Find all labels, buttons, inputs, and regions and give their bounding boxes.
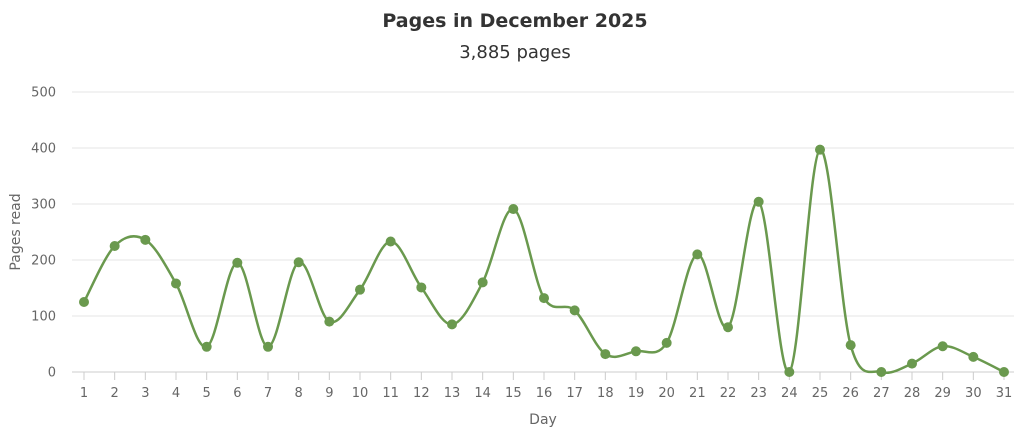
x-tick-label: 12 — [413, 386, 430, 401]
data-point[interactable] — [355, 284, 365, 295]
data-point[interactable] — [968, 351, 979, 362]
x-tick-label: 30 — [965, 386, 982, 401]
data-point[interactable] — [723, 322, 733, 333]
x-tick-label: 4 — [172, 386, 180, 401]
x-tick-label: 26 — [842, 386, 859, 401]
y-tick-label: 300 — [31, 198, 56, 213]
x-tick-label: 11 — [382, 386, 399, 401]
y-tick-label: 500 — [31, 86, 56, 101]
data-point[interactable] — [692, 249, 703, 260]
data-point[interactable] — [508, 204, 519, 215]
data-point[interactable] — [784, 367, 795, 377]
x-axis-title: Day — [529, 412, 557, 428]
data-point[interactable] — [631, 346, 641, 357]
data-point[interactable] — [109, 241, 120, 251]
x-tick-label: 31 — [996, 386, 1013, 401]
x-tick-label: 6 — [233, 386, 241, 401]
grid-lines — [72, 91, 1014, 317]
x-tick-labels: 1 2 3 4 5 6 7 8 9 10 11 12 13 14 15 16 17 18 19 20 21 22 23 24 2… — [80, 386, 1012, 401]
data-point[interactable] — [79, 297, 89, 307]
x-tick-label: 5 — [203, 386, 211, 401]
data-point[interactable] — [876, 367, 887, 377]
data-point[interactable] — [661, 337, 672, 348]
x-tick-label: 23 — [750, 386, 767, 401]
x-tick-label: 28 — [904, 386, 921, 401]
data-point[interactable] — [447, 319, 457, 330]
y-axis-title: Pages read — [8, 193, 24, 270]
data-point[interactable] — [999, 367, 1009, 377]
x-tick-label: 29 — [934, 386, 951, 401]
series-line — [82, 148, 1005, 374]
data-point[interactable] — [845, 340, 856, 351]
x-tick-label: 15 — [505, 386, 522, 401]
data-point[interactable] — [907, 358, 917, 369]
data-point[interactable] — [263, 341, 273, 352]
data-point[interactable] — [753, 196, 764, 207]
data-point[interactable] — [324, 316, 335, 327]
x-tick-label: 21 — [689, 386, 706, 401]
x-tick-label: 17 — [566, 386, 583, 401]
y-tick-label: 200 — [31, 254, 56, 269]
x-tick-label: 7 — [264, 386, 272, 401]
series-line-path — [82, 148, 1005, 374]
data-point[interactable] — [385, 236, 396, 247]
x-tick-label: 14 — [474, 386, 491, 401]
x-tick-label: 3 — [141, 386, 149, 401]
data-point[interactable] — [416, 282, 427, 293]
data-point[interactable] — [539, 293, 549, 304]
x-tick-label: 24 — [781, 386, 798, 401]
x-tick-label: 20 — [658, 386, 675, 401]
x-tick-label: 2 — [111, 386, 119, 401]
data-point[interactable] — [815, 144, 825, 155]
chart-title: Pages in December 2025 — [382, 10, 648, 32]
x-tick-label: 25 — [812, 386, 829, 401]
x-tick-label: 18 — [597, 386, 614, 401]
x-tick-label: 9 — [325, 386, 333, 401]
data-point[interactable] — [201, 341, 212, 352]
x-tick-label: 16 — [536, 386, 553, 401]
x-tick-label: 13 — [444, 386, 461, 401]
data-points — [79, 144, 1009, 377]
x-tick-label: 27 — [873, 386, 890, 401]
data-point[interactable] — [937, 341, 948, 352]
data-point[interactable] — [232, 257, 243, 268]
x-tick-label: 22 — [720, 386, 737, 401]
y-tick-label: 100 — [31, 310, 56, 325]
data-point[interactable] — [293, 257, 304, 268]
chart-subtitle: 3,885 pages — [459, 42, 571, 63]
y-tick-label: 0 — [48, 366, 56, 381]
data-point[interactable] — [569, 305, 580, 316]
x-axis — [72, 371, 1014, 380]
y-tick-label: 400 — [31, 142, 56, 157]
data-point[interactable] — [140, 234, 151, 245]
x-tick-label: 1 — [80, 386, 88, 401]
x-tick-label: 19 — [628, 386, 645, 401]
data-point[interactable] — [600, 349, 611, 360]
y-tick-labels: 0 100 200 300 400 500 — [31, 86, 56, 381]
x-tick-label: 10 — [352, 386, 369, 401]
x-tick-label: 8 — [295, 386, 303, 401]
data-point[interactable] — [477, 277, 488, 288]
data-point[interactable] — [171, 278, 181, 289]
